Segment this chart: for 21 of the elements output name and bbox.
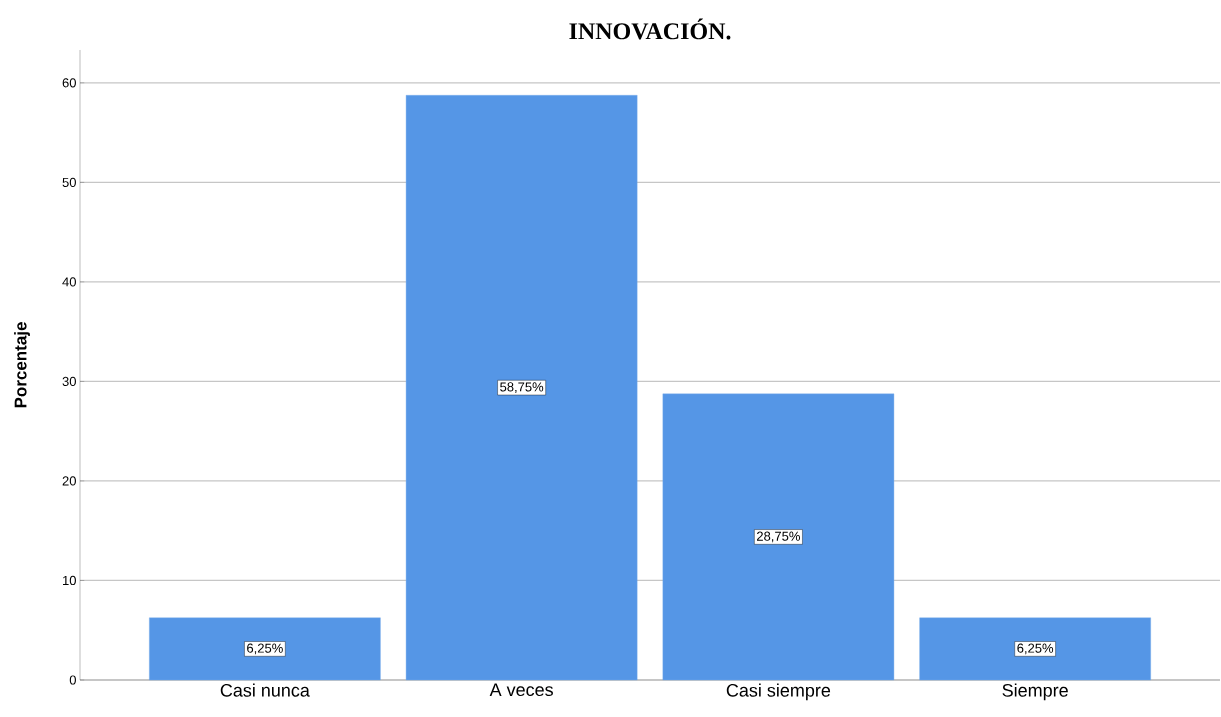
- x-tick-label: Casi siempre: [726, 683, 831, 701]
- y-tick-label: 30: [62, 376, 76, 387]
- y-tick-label: 40: [62, 277, 76, 287]
- x-tick-label: A veces: [489, 683, 553, 697]
- y-tick-label: 0: [69, 675, 76, 685]
- bar: [662, 393, 895, 681]
- x-tick-label: Siempre: [1002, 683, 1068, 701]
- y-tick-label: 10: [63, 575, 76, 586]
- bar: [149, 617, 381, 681]
- chart-title: INNOVACIÓN.: [569, 18, 731, 40]
- x-tick-label: Casi nunca: [220, 683, 310, 697]
- data-label: 6,25%: [1017, 643, 1054, 655]
- y-tick-label: 20: [62, 476, 76, 486]
- data-label: 6,25%: [247, 643, 283, 655]
- bar: [405, 95, 638, 681]
- bar: [919, 617, 1151, 681]
- y-tick-label: 60: [62, 78, 76, 88]
- data-label: 28,75%: [757, 531, 800, 543]
- y-tick-label: 50: [62, 177, 76, 187]
- y-axis-title: Porcentaje: [14, 322, 30, 408]
- data-label: 58,75%: [500, 382, 544, 393]
